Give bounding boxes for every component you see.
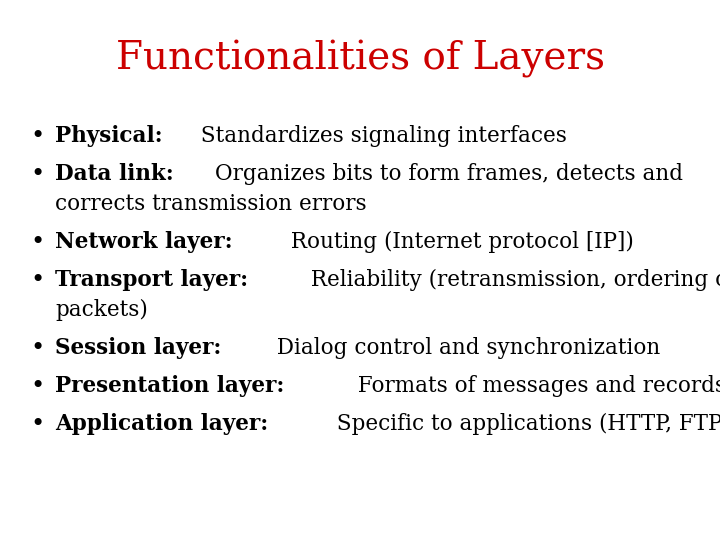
Text: •: • — [31, 125, 45, 148]
Text: Network layer:: Network layer: — [55, 231, 233, 253]
Text: •: • — [31, 269, 45, 292]
Text: Session layer:: Session layer: — [55, 337, 221, 359]
Text: corrects transmission errors: corrects transmission errors — [55, 193, 366, 215]
Text: packets): packets) — [55, 299, 148, 321]
Text: •: • — [31, 337, 45, 360]
Text: •: • — [31, 231, 45, 254]
Text: Standardizes signaling interfaces: Standardizes signaling interfaces — [194, 125, 567, 147]
Text: Dialog control and synchronization: Dialog control and synchronization — [270, 337, 660, 359]
Text: •: • — [31, 163, 45, 186]
Text: •: • — [31, 375, 45, 398]
Text: Functionalities of Layers: Functionalities of Layers — [115, 40, 605, 78]
Text: Application layer:: Application layer: — [55, 413, 269, 435]
Text: Organizes bits to form frames, detects and: Organizes bits to form frames, detects a… — [208, 163, 683, 185]
Text: Data link:: Data link: — [55, 163, 174, 185]
Text: •: • — [31, 413, 45, 436]
Text: Physical:: Physical: — [55, 125, 163, 147]
Text: Specific to applications (HTTP, FTP): Specific to applications (HTTP, FTP) — [330, 413, 720, 435]
Text: Routing (Internet protocol [IP]): Routing (Internet protocol [IP]) — [284, 231, 634, 253]
Text: Presentation layer:: Presentation layer: — [55, 375, 284, 397]
Text: Reliability (retransmission, ordering of: Reliability (retransmission, ordering of — [304, 269, 720, 291]
Text: Formats of messages and records: Formats of messages and records — [351, 375, 720, 397]
Text: Transport layer:: Transport layer: — [55, 269, 248, 291]
